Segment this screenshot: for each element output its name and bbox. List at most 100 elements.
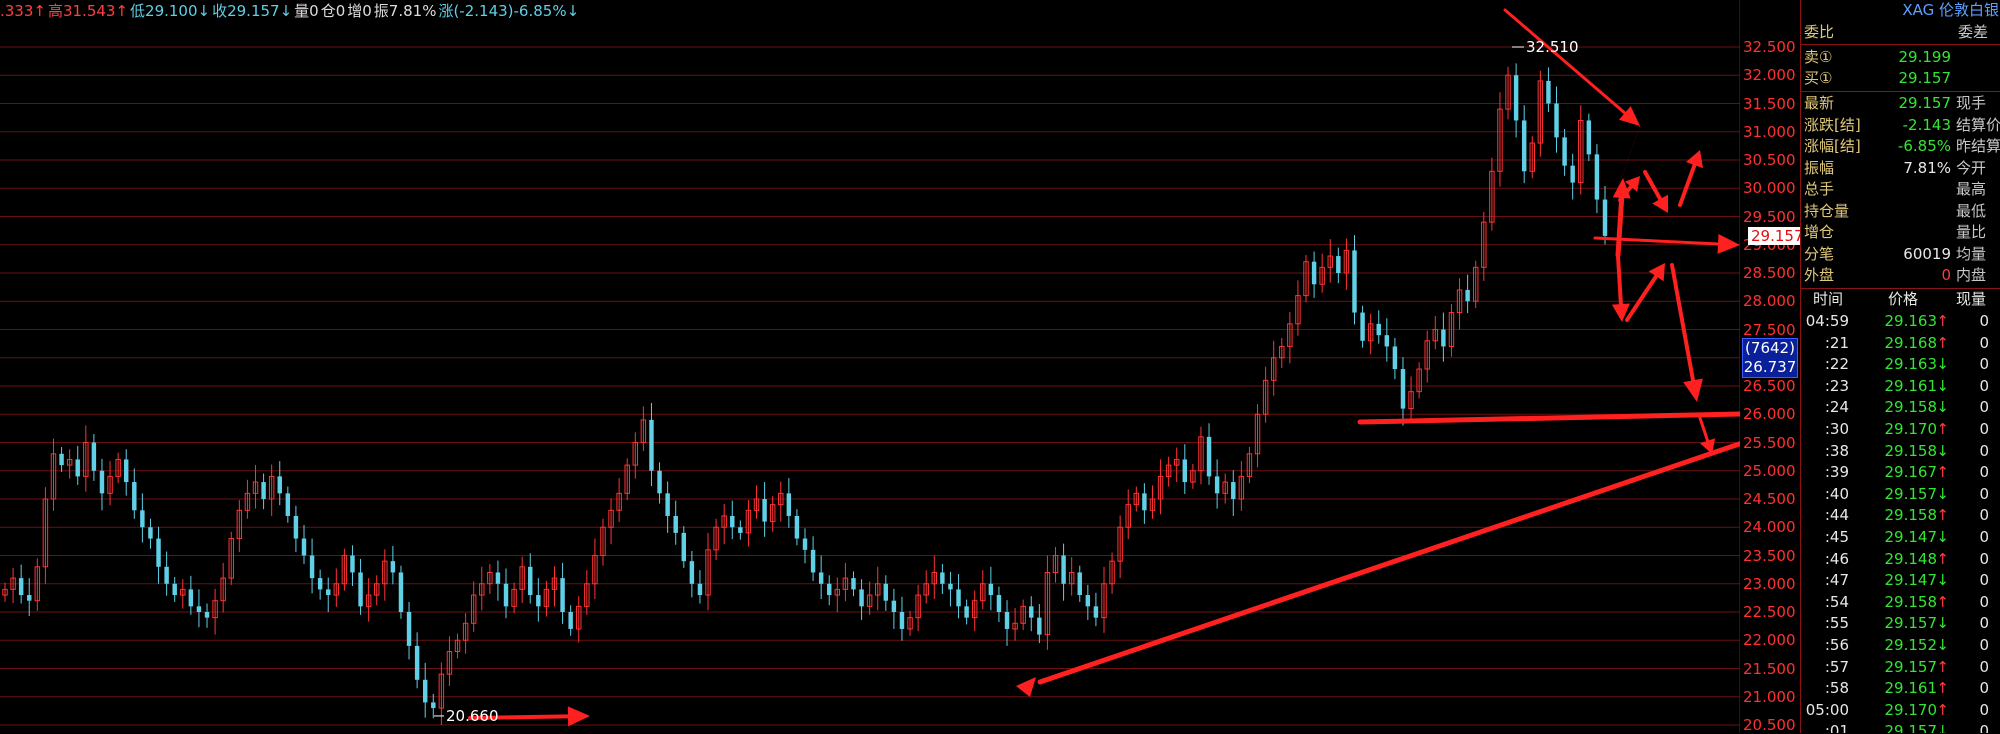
tick-row[interactable]: :30 29.170 ↑ 0 xyxy=(1801,419,2000,441)
stat-right-label: 昨结算 xyxy=(1956,137,2000,155)
tick-row[interactable]: :45 29.147 ↓ 0 xyxy=(1801,527,2000,549)
tick-row[interactable]: :21 29.168 ↑ 0 xyxy=(1801,333,2000,355)
candle-body xyxy=(1222,481,1228,494)
stat-row: 增仓 量比 xyxy=(1801,222,2000,243)
annotation-arrow-shaft xyxy=(1698,416,1710,443)
candle-body xyxy=(172,583,177,596)
candle-body xyxy=(1505,74,1511,110)
tick-price: 29.170 xyxy=(1884,420,1938,438)
candle-body xyxy=(584,583,590,607)
tick-row[interactable]: :54 29.158 ↑ 0 xyxy=(1801,592,2000,614)
candle-body xyxy=(1238,475,1245,500)
chart-canvas[interactable]: 32.510 20.660 xyxy=(0,0,1800,733)
tick-price: 29.157 xyxy=(1884,614,1938,633)
annotation-arrow-shaft xyxy=(1678,163,1697,207)
candle-body xyxy=(188,589,194,607)
candle-body xyxy=(414,645,420,680)
tick-volume: 0 xyxy=(1979,722,1989,733)
tick-volume: 0 xyxy=(1979,355,1989,374)
candle-body xyxy=(204,612,210,618)
candle-body xyxy=(988,583,994,596)
tick-direction: ↑ xyxy=(1936,592,1949,611)
tick-time: :45 xyxy=(1824,528,1849,546)
tick-row[interactable]: :23 29.161 ↓ 0 xyxy=(1801,376,2000,398)
candle-body xyxy=(883,583,889,601)
candle-body xyxy=(705,549,711,596)
candle-body xyxy=(301,538,307,556)
tick-volume: 0 xyxy=(1979,614,1989,633)
candle-body xyxy=(996,595,1002,612)
candle-body xyxy=(730,515,735,528)
tick-row[interactable]: :56 29.152 ↓ 0 xyxy=(1801,635,2000,657)
candle-body xyxy=(132,482,137,511)
candle-body xyxy=(931,571,938,585)
last-price-tag: 29.157 xyxy=(1748,226,1807,245)
candle-body xyxy=(1481,221,1487,268)
candle-body xyxy=(422,679,428,703)
candle-body xyxy=(956,589,961,607)
tick-direction: ↑ xyxy=(1936,420,1949,438)
tick-row[interactable]: :38 29.158 ↓ 0 xyxy=(1801,441,2000,463)
candle-body xyxy=(560,578,565,612)
tick-row[interactable]: 05:00 29.170 ↑ 0 xyxy=(1801,700,2000,722)
candle-body xyxy=(543,588,550,607)
candle-body xyxy=(1254,413,1261,455)
tick-volume: 0 xyxy=(1979,463,1989,482)
tick-row[interactable]: :24 29.158 ↓ 0 xyxy=(1801,397,2000,419)
candle-body xyxy=(398,572,404,612)
tick-time: :40 xyxy=(1824,484,1849,503)
tick-row[interactable]: :58 29.161 ↑ 0 xyxy=(1801,678,2000,700)
candle-body xyxy=(1594,154,1600,200)
candle-body xyxy=(1529,142,1535,172)
candle-body xyxy=(528,566,533,596)
candle-body xyxy=(309,555,315,579)
candlestick-chart[interactable]: 32.510 20.660 .333↑ 高31.543↑ 低29.100↓ 收29.15… xyxy=(0,0,1792,733)
candle-body xyxy=(1133,492,1140,506)
annotation-arrowhead xyxy=(567,706,590,727)
tick-row[interactable]: :44 29.158 ↑ 0 xyxy=(1801,505,2000,527)
tick-row[interactable]: :22 29.163 ↓ 0 xyxy=(1801,354,2000,376)
tick-row[interactable]: :57 29.157 ↑ 0 xyxy=(1801,657,2000,679)
tick-row[interactable]: 04:59 29.163 ↑ 0 xyxy=(1801,311,2000,333)
price-summary-bar: .333↑ 高31.543↑ 低29.100↓ 收29.157↓ 量0 仓0 增0 振7.81… xyxy=(0,0,581,22)
y-tick-label: 24.000 xyxy=(1743,518,1796,537)
tick-row[interactable]: :40 29.157 ↓ 0 xyxy=(1801,484,2000,506)
candle-body xyxy=(317,578,323,590)
candle-body xyxy=(390,561,396,573)
candle-body xyxy=(1336,256,1341,273)
candle-body xyxy=(1044,571,1051,636)
tick-time: :46 xyxy=(1824,549,1849,568)
candle-body xyxy=(592,555,598,585)
panel-title-row: XAG 伦敦白银 xyxy=(1801,0,2000,21)
candle-body xyxy=(285,493,291,516)
tick-direction: ↓ xyxy=(1936,376,1949,395)
tick-direction: ↑ xyxy=(1936,312,1949,330)
candle-body xyxy=(1311,261,1317,285)
quote-panel: XAG 伦敦白银 委比 委差 卖① 29.199 买① 29.157 最新 29.157… xyxy=(1800,0,2000,733)
candle-body xyxy=(438,673,445,709)
candle-body xyxy=(1513,75,1519,121)
tick-row[interactable]: :55 29.157 ↓ 0 xyxy=(1801,613,2000,635)
tick-row[interactable]: :46 29.148 ↑ 0 xyxy=(1801,549,2000,571)
candle-body xyxy=(1214,476,1220,494)
candle-body xyxy=(91,442,97,471)
candle-body xyxy=(261,482,266,499)
candle-body xyxy=(1246,453,1253,477)
tick-row[interactable]: :39 29.167 ↑ 0 xyxy=(1801,462,2000,484)
candle-body xyxy=(576,605,582,630)
candle-body xyxy=(212,600,218,619)
tick-row[interactable]: :47 29.147 ↓ 0 xyxy=(1801,570,2000,592)
candle-body xyxy=(495,572,501,584)
candle-body xyxy=(1360,312,1365,341)
tick-row[interactable]: :01 29.157 ↓ 0 xyxy=(1801,721,2000,733)
quote-label: 卖① xyxy=(1804,48,1833,66)
tick-volume: 0 xyxy=(1979,441,1989,460)
stat-right-label: 最低 xyxy=(1956,201,1987,220)
tick-price: 29.170 xyxy=(1884,700,1938,719)
y-tick-label: 31.500 xyxy=(1743,94,1796,113)
candle-body xyxy=(1262,379,1269,415)
y-tick-label: 32.000 xyxy=(1743,66,1796,85)
candle-body xyxy=(778,492,784,506)
tick-direction: ↑ xyxy=(1936,657,1949,676)
candle-body xyxy=(1537,80,1544,144)
